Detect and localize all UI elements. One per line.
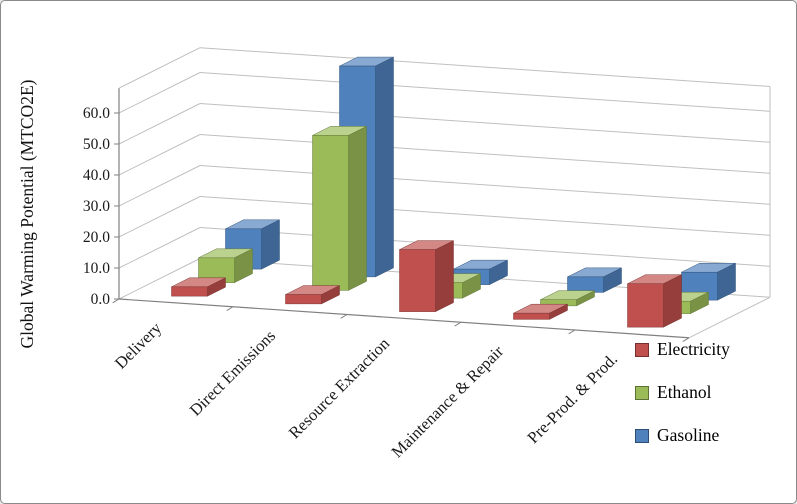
back-wall <box>200 47 770 298</box>
y-tick-label: 0.0 <box>91 291 111 308</box>
floor-right-edge <box>688 296 771 339</box>
gridline-back-wall <box>199 134 771 174</box>
bar-side-face <box>261 219 280 270</box>
chart-legend: Electricity Ethanol Gasoline <box>635 339 730 446</box>
bar-gasoline-3 <box>567 267 622 293</box>
bar-side-face <box>435 240 454 313</box>
bar-side-face <box>663 274 682 328</box>
bar-front-face <box>399 249 436 312</box>
category-label-2: Resource Extraction <box>285 334 393 442</box>
legend-swatch-ethanol <box>635 385 649 400</box>
legend-swatch-electricity <box>635 342 649 357</box>
legend-item-gasoline: Gasoline <box>635 425 730 446</box>
bar-electricity-1 <box>285 285 340 305</box>
legend-swatch-gasoline <box>635 428 649 443</box>
gridline-back-wall <box>199 72 771 112</box>
x-axis-line <box>118 298 690 339</box>
bar-front-face <box>312 135 349 291</box>
bar-front-face <box>513 312 550 320</box>
legend-label-gasoline: Gasoline <box>657 425 720 445</box>
legend-label-electricity: Electricity <box>657 339 730 359</box>
x-tick <box>568 329 576 335</box>
category-label-0: Delivery <box>111 318 166 373</box>
y-tick-label: 40.0 <box>83 167 110 184</box>
gridline-left-wall <box>118 227 201 269</box>
y-tick-label: 50.0 <box>83 136 110 153</box>
left-wall <box>119 47 200 300</box>
x-tick <box>340 314 348 319</box>
x-tick <box>112 298 120 304</box>
gridline-left-wall <box>118 72 201 114</box>
left-wall-top-edge <box>118 47 201 89</box>
y-axis-title: Global Warming Potential (MTCO2E) <box>17 79 37 348</box>
y-tick-label: 10.0 <box>83 260 110 277</box>
category-label-3: Maintenance & Repair <box>387 341 507 461</box>
bar-front-face <box>627 283 664 328</box>
gridline-back-wall <box>199 196 771 236</box>
gridline-left-wall <box>118 103 201 145</box>
gridline-left-wall <box>118 258 201 300</box>
y-tick-label: 60.0 <box>83 105 110 122</box>
category-label-4: Pre-Prod. & Prod. <box>523 349 621 447</box>
x-tick <box>682 337 690 342</box>
bar-front-face <box>567 276 604 293</box>
y-tick-label: 20.0 <box>83 229 110 246</box>
gridline-back-wall <box>199 227 771 267</box>
bar-front-face <box>171 286 208 297</box>
gridline-left-wall <box>118 134 201 176</box>
x-tick <box>454 321 462 327</box>
x-tick <box>226 306 234 311</box>
y-tick-label: 30.0 <box>83 198 110 215</box>
bar-side-face <box>375 56 394 278</box>
bar-side-face <box>348 125 367 291</box>
gridline-left-wall <box>118 165 201 207</box>
bar-front-face <box>285 294 322 305</box>
legend-item-electricity: Electricity <box>635 339 730 360</box>
legend-item-ethanol: Ethanol <box>635 382 730 403</box>
gridline-left-wall <box>118 196 201 238</box>
back-wall-top-edge <box>199 47 771 87</box>
gridline-back-wall <box>199 165 771 205</box>
bar-electricity-2 <box>399 240 454 313</box>
category-label-1: Direct Emissions <box>186 326 279 419</box>
bar-ethanol-1 <box>312 125 367 291</box>
legend-label-ethanol: Ethanol <box>657 382 712 402</box>
bar-electricity-4 <box>627 274 682 328</box>
bar-electricity-0 <box>171 277 226 297</box>
bar-electricity-3 <box>513 303 568 320</box>
bar-gasoline-4 <box>681 262 736 301</box>
bar-ethanol-3 <box>540 290 595 307</box>
gridline-back-wall <box>199 103 771 143</box>
